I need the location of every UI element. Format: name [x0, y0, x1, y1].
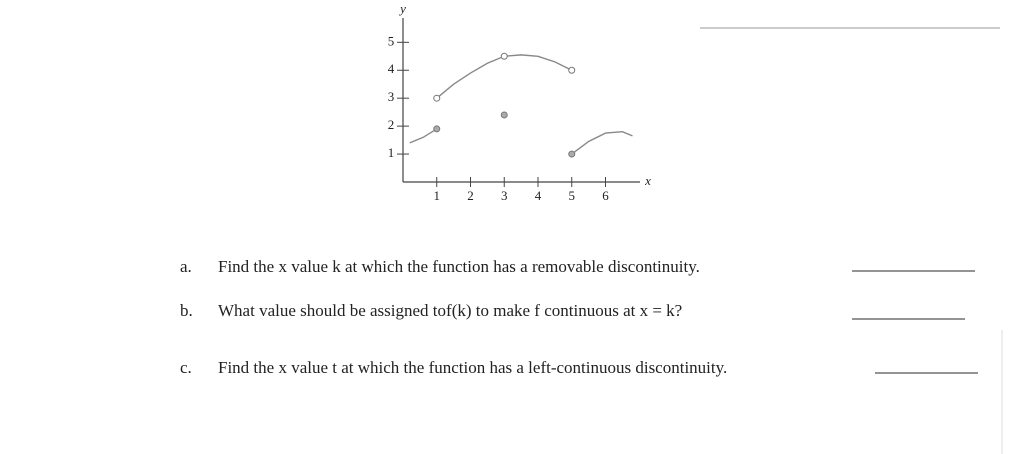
closed-point: [568, 150, 576, 158]
y-tick-label: 3: [388, 89, 395, 104]
question-letter: a.: [180, 257, 192, 276]
x-tick-label: 1: [434, 188, 441, 203]
x-tick-label: 4: [535, 188, 542, 203]
closed-point: [500, 111, 508, 119]
y-tick-label: 5: [388, 33, 395, 48]
x-tick-label: 3: [501, 188, 508, 203]
open-point: [433, 94, 441, 102]
x-axis-label: x: [644, 173, 651, 188]
curve: [571, 131, 633, 155]
x-tick-label: 6: [602, 188, 609, 203]
closed-point: [433, 125, 441, 133]
curve: [436, 54, 573, 99]
question-text: What value should be assigned tof(k) to …: [218, 301, 682, 320]
question-text: Find the x value k at which the function…: [218, 257, 700, 276]
x-tick-label: 2: [467, 188, 474, 203]
y-tick-label: 2: [388, 117, 395, 132]
question-letter: b.: [180, 301, 193, 320]
y-tick-label: 4: [388, 61, 395, 76]
question-text: Find the x value t at which the function…: [218, 358, 727, 377]
curve: [409, 128, 438, 144]
y-axis-label: y: [398, 1, 406, 16]
y-tick-label: 1: [388, 145, 395, 160]
open-point: [500, 52, 508, 60]
open-point: [568, 66, 576, 74]
question-letter: c.: [180, 358, 192, 377]
x-tick-label: 5: [569, 188, 576, 203]
